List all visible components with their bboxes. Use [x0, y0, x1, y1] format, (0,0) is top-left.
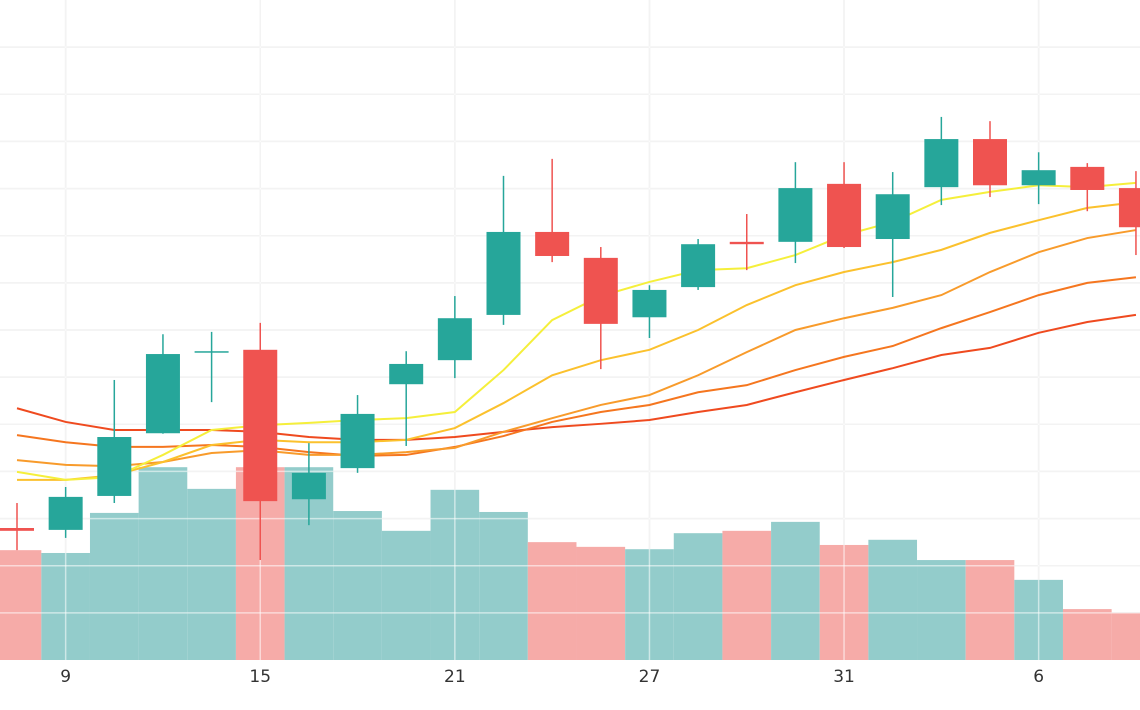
moving-average-line	[17, 201, 1137, 481]
moving-average-line	[16, 229, 1137, 468]
candle-body	[340, 413, 375, 469]
volume-bar	[673, 533, 723, 660]
volume-bar	[1111, 612, 1140, 660]
candle-body	[486, 231, 521, 315]
candle-body	[535, 231, 570, 256]
volume-bar	[771, 521, 820, 660]
candle-body	[1021, 170, 1056, 186]
candle-body	[681, 244, 716, 288]
volume-bar	[187, 488, 236, 660]
x-tick-label: 27	[639, 667, 661, 687]
candle-body	[48, 496, 83, 530]
candles	[0, 116, 1140, 561]
volume-bar	[917, 560, 966, 660]
candle-body	[827, 183, 862, 248]
candle-body	[875, 194, 910, 240]
x-axis: 9 15 21 27 31 6	[60, 667, 1044, 687]
candle-body	[1118, 188, 1140, 228]
candle-body	[973, 139, 1007, 186]
candle-body	[729, 241, 764, 245]
volume-bar	[722, 530, 772, 660]
moving-average-line	[16, 276, 1137, 457]
volume-bar	[138, 467, 188, 660]
candle-body	[778, 188, 813, 242]
moving-average-line	[16, 313, 1137, 441]
x-tick-label: 6	[1033, 667, 1044, 687]
candle-body	[1070, 166, 1105, 190]
volume-bar	[333, 511, 382, 660]
volume-bar	[576, 546, 626, 660]
x-tick-label: 15	[249, 667, 271, 687]
candle-body	[632, 289, 667, 318]
volume-bar	[89, 512, 139, 660]
candle-body	[583, 257, 618, 324]
candle-body	[97, 437, 132, 496]
candle-body	[243, 349, 278, 502]
volume-bar	[965, 560, 1015, 660]
volume-bars	[0, 467, 1140, 660]
candle-body	[437, 318, 472, 361]
candle-body	[0, 528, 34, 531]
x-tick-label: 9	[60, 667, 71, 687]
volume-bar	[479, 511, 528, 660]
volume-bar	[1062, 609, 1112, 660]
volume-bar	[381, 530, 431, 660]
moving-average-line	[16, 181, 1137, 481]
volume-bar	[868, 539, 918, 660]
candle-body	[291, 472, 326, 500]
candle-body	[194, 351, 229, 353]
x-tick-label: 31	[833, 667, 855, 687]
candle-body	[145, 354, 180, 434]
grid-overlay	[0, 0, 1140, 660]
volume-bar	[0, 550, 42, 660]
volume-bar	[527, 542, 577, 660]
candle-body	[924, 139, 959, 188]
moving-averages	[16, 181, 1137, 481]
candle-body	[389, 363, 424, 385]
x-tick-label: 21	[444, 667, 466, 687]
